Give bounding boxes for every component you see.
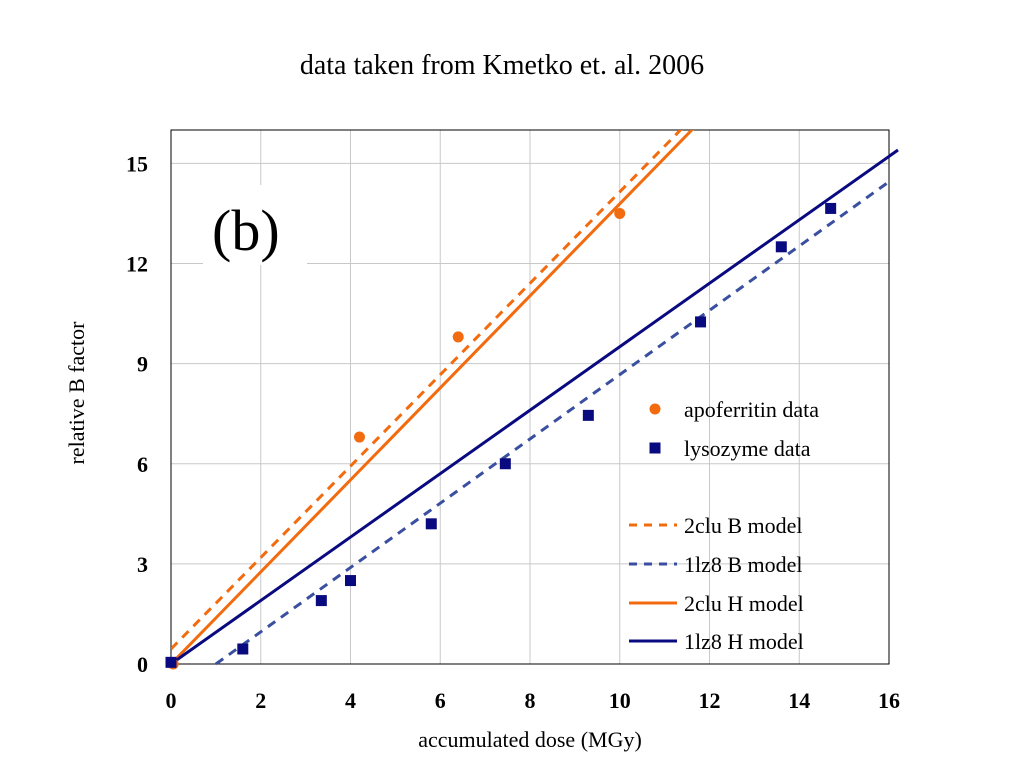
1lz8-h-model-line [171,148,899,666]
lysozyme-data-point [165,656,177,668]
x-tick-label: 12 [699,688,721,713]
x-tick-label: 14 [788,688,810,713]
y-tick-label: 12 [126,252,148,277]
y-tick-label: 6 [137,452,148,477]
apoferritin-data-point [452,331,464,343]
1lz8-b-model-line [215,180,890,666]
lysozyme-data-point [825,202,837,214]
panel-label-background [203,185,307,265]
series [165,130,899,670]
x-tick-label: 8 [525,688,536,713]
lysozyme-data-point [345,575,356,587]
x-tick-label: 16 [878,688,900,713]
lysozyme-data-point [425,518,437,530]
x-tick-label: 2 [255,688,266,713]
x-tick-label: 4 [345,688,356,713]
lysozyme-data-point [315,595,327,607]
lysozyme-data-point [775,241,787,253]
y-tick-label: 0 [137,652,148,677]
legend-apoferritin-data-label: apoferritin data [684,397,819,422]
y-tick-label: 9 [137,352,148,377]
panel-label-group: (b) [203,185,307,265]
panel-label: (b) [212,198,280,263]
y-axis-label: relative B factor [64,321,89,465]
legend-lysozyme-data-marker [649,442,661,454]
legend-2clu-h-model-label: 2clu H model [684,591,804,616]
lysozyme-data-point [582,409,594,421]
lysozyme-data-point [695,316,707,328]
model-lines [171,130,899,666]
plot-frame [170,129,890,665]
legend-apoferritin-data-marker [649,403,661,415]
legend-2clu-b-model-label: 2clu B model [684,513,803,538]
legend-lysozyme-data-label: lysozyme data [684,436,811,461]
x-tick-label: 6 [435,688,446,713]
legend-1lz8-h-model-label: 1lz8 H model [684,629,804,654]
x-tick-label: 10 [609,688,631,713]
tick-labels: 0 2 4 6 8 10 12 14 16 0 3 6 9 12 15 [126,151,900,713]
apoferritin-data-point [614,207,626,219]
x-axis-label: accumulated dose (MGy) [418,727,642,752]
lysozyme-data-point [499,458,511,470]
lysozyme-data-point [237,643,249,655]
apoferritin-data-point [353,431,365,443]
2clu-b-model-line [171,130,683,651]
legend: apoferritin data lysozyme data 2clu B mode… [629,397,819,654]
x-tick-label: 0 [166,688,177,713]
y-tick-label: 3 [137,552,148,577]
chart-title: data taken from Kmetko et. al. 2006 [299,50,705,81]
2clu-h-model-line [171,130,694,666]
legend-1lz8-b-model-label: 1lz8 B model [684,552,803,577]
y-tick-label: 15 [126,151,148,176]
